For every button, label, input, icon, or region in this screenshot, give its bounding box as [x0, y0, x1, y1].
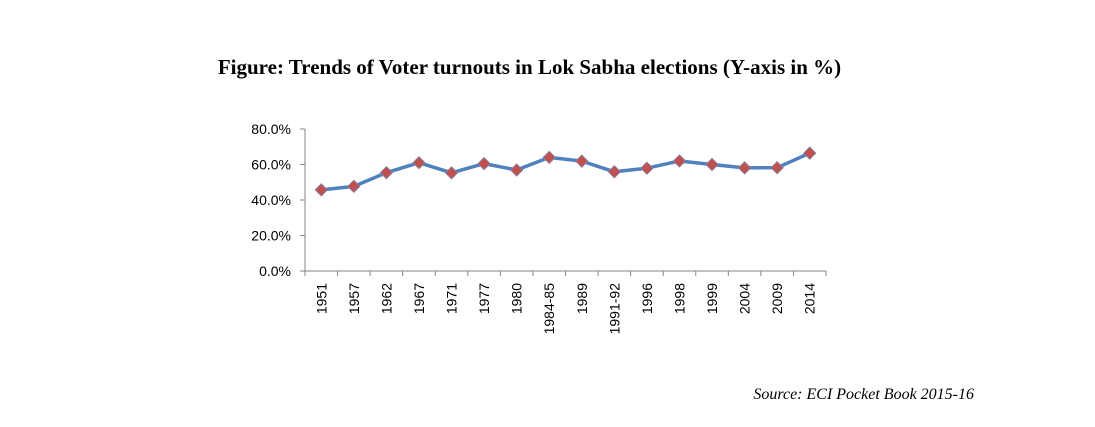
y-tick-label: 0.0% — [259, 263, 291, 279]
data-point-marker — [412, 156, 426, 170]
data-point-marker — [803, 146, 817, 160]
data-point-marker — [509, 163, 524, 177]
x-tick-label: 1996 — [639, 283, 655, 314]
y-tick-label: 20.0% — [251, 228, 291, 244]
data-point-marker — [542, 150, 556, 165]
y-tick-label: 60.0% — [251, 157, 291, 173]
data-point-marker — [444, 166, 459, 180]
chart-title-text: Figure: Trends of Voter turnouts in Lok … — [217, 55, 842, 79]
x-tick-label: 1967 — [411, 283, 427, 314]
data-point-marker — [640, 161, 654, 175]
data-point-marker — [347, 179, 361, 194]
x-tick-label: 1977 — [476, 283, 492, 314]
data-point-marker — [314, 183, 328, 197]
x-tick-label: 2004 — [737, 283, 753, 314]
x-tick-label: 1951 — [313, 283, 329, 314]
x-tick-label: 1957 — [346, 283, 362, 314]
y-tick-label: 40.0% — [251, 192, 291, 208]
x-tick-label: 1999 — [704, 283, 720, 314]
data-point-marker — [607, 165, 622, 179]
source-note: Source: ECI Pocket Book 2015-16 — [753, 386, 974, 403]
y-tick-label: 80.0% — [251, 121, 291, 137]
x-tick-label: 1991-92 — [606, 283, 622, 335]
x-tick-label: 2014 — [802, 283, 818, 314]
data-point-marker — [705, 157, 719, 172]
x-tick-label: 1998 — [671, 283, 687, 314]
x-tick-label: 1962 — [378, 283, 394, 314]
data-point-marker — [477, 156, 491, 171]
data-point-marker — [379, 165, 394, 180]
data-point-marker — [770, 160, 784, 175]
x-tick-label: 2009 — [769, 283, 785, 314]
x-tick-label: 1989 — [574, 283, 590, 314]
x-tick-label: 1980 — [509, 283, 525, 314]
x-tick-label: 1971 — [444, 283, 460, 314]
data-point-marker — [575, 154, 589, 168]
x-tick-label: 1984-85 — [541, 283, 557, 335]
chart-title: Figure: Trends of Voter turnouts in Lok … — [0, 55, 1095, 80]
data-point-marker — [672, 154, 687, 168]
data-point-marker — [737, 161, 752, 175]
series-line — [321, 151, 811, 192]
